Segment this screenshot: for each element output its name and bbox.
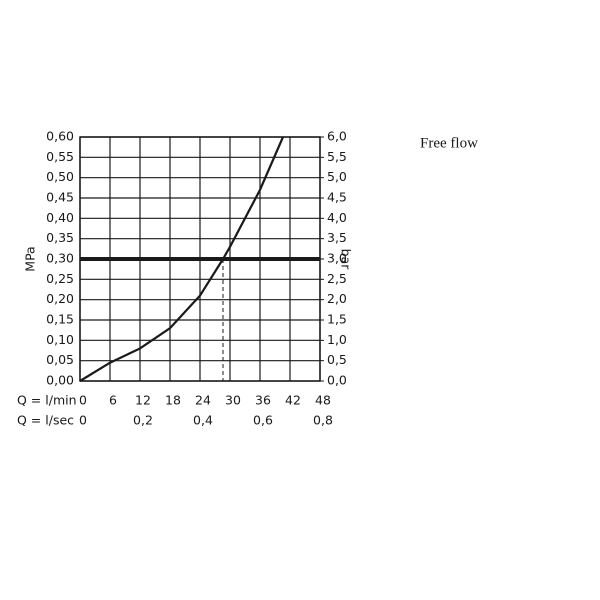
y-tick-label: 0,10: [46, 332, 74, 347]
y-tick-label: 0,15: [46, 312, 74, 327]
y2-tick-label: 0,5: [327, 352, 347, 367]
x-tick-label: 18: [165, 393, 181, 408]
x-tick-label: 0: [79, 393, 87, 408]
y2-tick-label: 4,0: [327, 210, 347, 225]
y2-tick-label: 1,0: [327, 332, 347, 347]
series-line: [79, 136, 285, 382]
y-tick-label: 0,45: [46, 190, 74, 205]
y2-axis-label: bar: [339, 249, 354, 271]
x-tick-label: 30: [225, 393, 241, 408]
y-tick-label: 0,35: [46, 230, 74, 245]
y-tick-label: 0,05: [46, 352, 74, 367]
y2-tick-label: 1,5: [327, 312, 347, 327]
y2-tick-label: 5,0: [327, 169, 347, 184]
y2-tick-label: 3,0: [327, 251, 347, 266]
y-tick-label: 0,40: [46, 210, 74, 225]
y-tick-label: 0,00: [46, 373, 74, 388]
y2-tick-label: 5,5: [327, 149, 347, 164]
y2-tick-label: 2,5: [327, 271, 347, 286]
x2-tick-label: 0,6: [253, 413, 273, 428]
y2-tick-label: 3,5: [327, 230, 347, 245]
y-tick-label: 0,25: [46, 271, 74, 286]
x2-tick-label: 0,8: [313, 413, 333, 428]
x-tick-label: 24: [195, 393, 211, 408]
x-tick-label: 42: [285, 393, 301, 408]
x2-tick-label: 0: [79, 413, 87, 428]
x2-tick-label: 0,4: [193, 413, 213, 428]
y-tick-label: 0,20: [46, 291, 74, 306]
x-tick-label: 48: [315, 393, 331, 408]
y2-tick-label: 2,0: [327, 291, 347, 306]
y-tick-label: 0,60: [46, 129, 74, 144]
y2-tick-label: 4,5: [327, 190, 347, 205]
x-axis-label: Q = l/min: [17, 393, 77, 408]
x-tick-label: 12: [135, 393, 151, 408]
x-tick-label: 6: [109, 393, 117, 408]
y2-tick-label: 6,0: [327, 129, 347, 144]
y2-tick-label: 0,0: [327, 373, 347, 388]
x2-axis-label: Q = l/sec: [17, 413, 74, 428]
y-tick-label: 0,30: [46, 251, 74, 266]
y-axis-label: MPa: [23, 246, 38, 271]
chart-title: Free flow: [420, 135, 478, 151]
y-tick-label: 0,55: [46, 149, 74, 164]
y-tick-label: 0,50: [46, 169, 74, 184]
x-tick-label: 36: [255, 393, 271, 408]
x2-tick-label: 0,2: [133, 413, 153, 428]
